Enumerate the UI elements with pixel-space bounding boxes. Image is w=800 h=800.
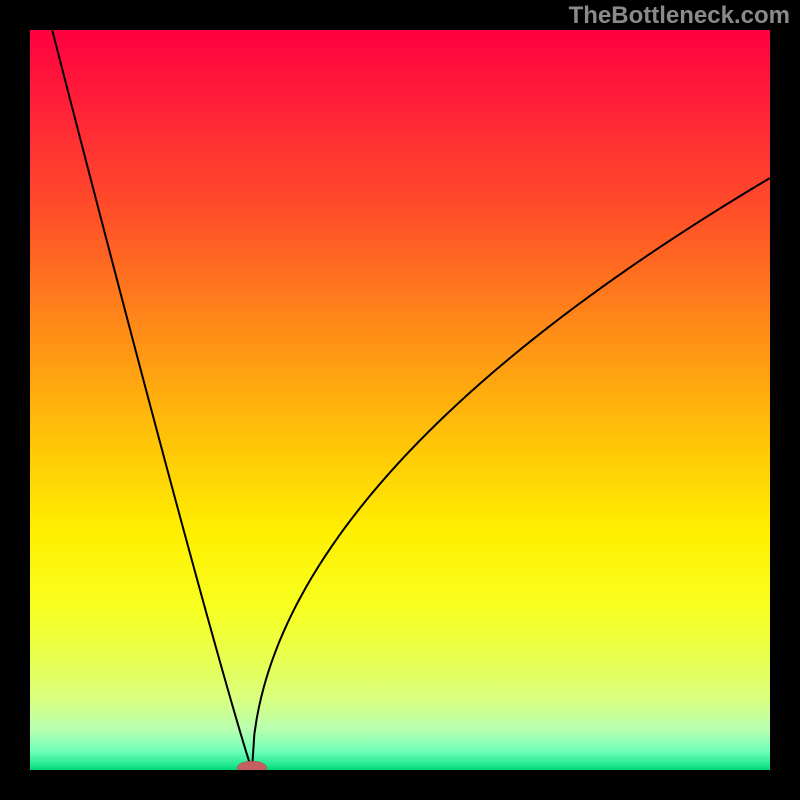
plot-background (30, 30, 770, 770)
plot-svg (30, 30, 770, 770)
plot-area (30, 30, 770, 770)
watermark-text: TheBottleneck.com (569, 2, 790, 30)
chart-frame: TheBottleneck.com (0, 0, 800, 800)
